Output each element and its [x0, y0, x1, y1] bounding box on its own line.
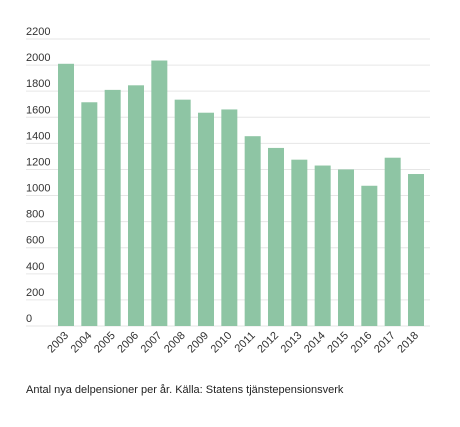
y-tick-label: 600: [26, 235, 44, 247]
bar-2012: [268, 147, 284, 326]
x-tick-label: 2014: [302, 330, 328, 356]
bar-2011: [244, 136, 261, 326]
x-tick-label: 2012: [255, 330, 281, 356]
y-tick-label: 1400: [26, 130, 50, 142]
bar-chart: 0 200 400 600 800 1000 1200 1400 1600 1800 2000 220…: [26, 26, 430, 356]
x-tick-label: 2010: [209, 330, 235, 356]
bar-2009: [198, 112, 214, 327]
x-tick-label: 2016: [349, 330, 375, 356]
bar-2013: [291, 159, 308, 326]
bar-2016: [361, 185, 378, 326]
x-axis-tick-labels: 2003200420052006200720082009201020112012…: [45, 330, 421, 356]
bar-2017: [384, 157, 401, 326]
x-tick-label: 2004: [69, 330, 95, 356]
chart-caption: Antal nya delpensioner per år. Källa: St…: [26, 384, 344, 396]
bar-2014: [314, 165, 331, 326]
bar-2010: [221, 109, 238, 326]
bar-2005: [104, 89, 121, 326]
y-tick-label: 2000: [26, 52, 50, 64]
x-tick-label: 2018: [395, 330, 421, 356]
y-tick-label: 1200: [26, 156, 50, 168]
bar-2007: [151, 60, 168, 327]
x-tick-label: 2011: [233, 330, 258, 355]
x-tick-label: 2013: [279, 330, 305, 356]
y-tick-label: 0: [26, 313, 32, 325]
x-tick-label: 2003: [45, 330, 71, 356]
x-tick-label: 2017: [372, 330, 398, 356]
y-tick-label: 400: [26, 261, 44, 273]
y-tick-label: 1600: [26, 104, 50, 116]
x-tick-label: 2006: [115, 330, 141, 356]
bars: [58, 60, 424, 327]
y-axis-tick-labels: 0 200 400 600 800 1000 1200 1400 1600 1800 2000 220…: [26, 26, 50, 325]
y-tick-label: 1000: [26, 183, 50, 195]
x-tick-label: 2007: [139, 330, 165, 356]
y-tick-label: 1800: [26, 78, 50, 90]
x-tick-label: 2005: [92, 330, 118, 356]
x-tick-label: 2015: [325, 330, 351, 356]
bar-2004: [81, 102, 98, 327]
y-tick-label: 200: [26, 287, 44, 299]
bar-2006: [128, 85, 144, 326]
bar-2008: [174, 99, 191, 326]
bar-2018: [408, 174, 424, 326]
bar-2003: [58, 63, 74, 326]
x-tick-label: 2008: [162, 330, 188, 356]
bar-2015: [338, 169, 354, 326]
x-tick-label: 2009: [185, 330, 211, 356]
y-tick-label: 800: [26, 209, 44, 221]
y-tick-label: 2200: [26, 26, 50, 38]
